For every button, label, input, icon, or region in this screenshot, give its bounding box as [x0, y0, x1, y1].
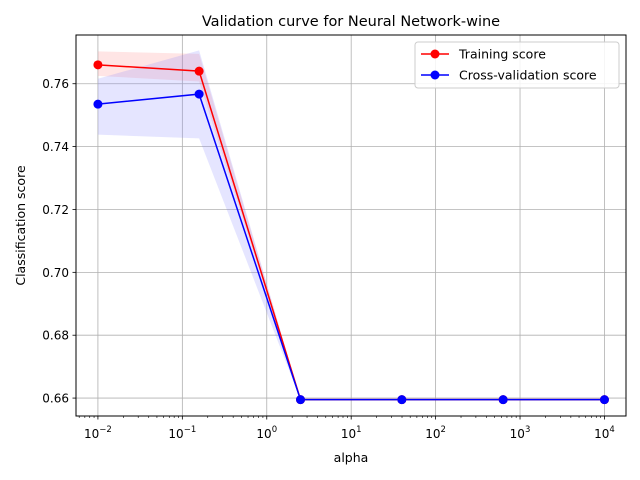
- chart-title: Validation curve for Neural Network-wine: [202, 14, 500, 30]
- x-tick-base: 10: [84, 427, 99, 441]
- x-tick-label: 101: [341, 425, 362, 441]
- point-cross-validation: [93, 99, 103, 109]
- legend-marker-training: [430, 49, 440, 59]
- legend: Training score Cross-validation score: [414, 41, 620, 89]
- line-cross-validation: [97, 93, 605, 401]
- point-cross-validation: [296, 395, 306, 405]
- grid: [76, 35, 626, 416]
- x-tick-base: 10: [594, 427, 609, 441]
- y-tick-label: 0.74: [42, 140, 69, 154]
- x-tick-exponent: 1: [356, 425, 361, 435]
- x-tick-label: 104: [594, 425, 615, 441]
- y-tick-label: 0.66: [42, 392, 69, 406]
- x-tick-label: 102: [425, 425, 446, 441]
- axis-ticks: 10−2 10−1 100 101 102 103 1040.660.680.700.720…: [42, 77, 615, 441]
- x-tick-base: 10: [425, 427, 440, 441]
- point-cross-validation: [397, 395, 407, 405]
- x-tick-exponent: 4: [609, 425, 614, 435]
- legend-marker-cross-validation: [430, 70, 440, 80]
- y-tick-label: 0.68: [42, 329, 69, 343]
- x-tick-base: 10: [510, 427, 525, 441]
- series-markers: [93, 60, 609, 405]
- y-tick-label: 0.76: [42, 77, 69, 91]
- x-tick-base: 10: [168, 427, 183, 441]
- x-tick-base: 10: [341, 427, 356, 441]
- x-tick-label: 100: [256, 425, 277, 441]
- x-tick-exponent: 0: [272, 425, 277, 435]
- point-training: [194, 66, 204, 76]
- x-tick-exponent: 3: [525, 425, 530, 435]
- series-lines: [97, 64, 605, 401]
- legend-label-training: Training score: [458, 47, 546, 62]
- point-cross-validation: [599, 395, 609, 405]
- confidence-bands: [97, 50, 605, 400]
- x-tick-label: 103: [510, 425, 531, 441]
- legend-frame: [414, 41, 620, 89]
- point-training: [93, 60, 103, 70]
- x-tick-base: 10: [256, 427, 271, 441]
- x-tick-exponent: −1: [184, 425, 197, 435]
- point-cross-validation: [194, 89, 204, 99]
- x-axis-label: alpha: [334, 450, 369, 465]
- x-tick-exponent: 2: [441, 425, 446, 435]
- y-axis-label: Classification score: [13, 165, 28, 286]
- y-tick-label: 0.70: [42, 266, 69, 280]
- legend-label-cross-validation: Cross-validation score: [459, 68, 597, 83]
- y-tick-label: 0.72: [42, 203, 69, 217]
- point-cross-validation: [498, 395, 508, 405]
- x-tick-label: 10−2: [84, 425, 112, 441]
- x-tick-label: 10−1: [168, 425, 196, 441]
- x-tick-exponent: −2: [99, 425, 112, 435]
- band-cross-validation: [97, 50, 605, 400]
